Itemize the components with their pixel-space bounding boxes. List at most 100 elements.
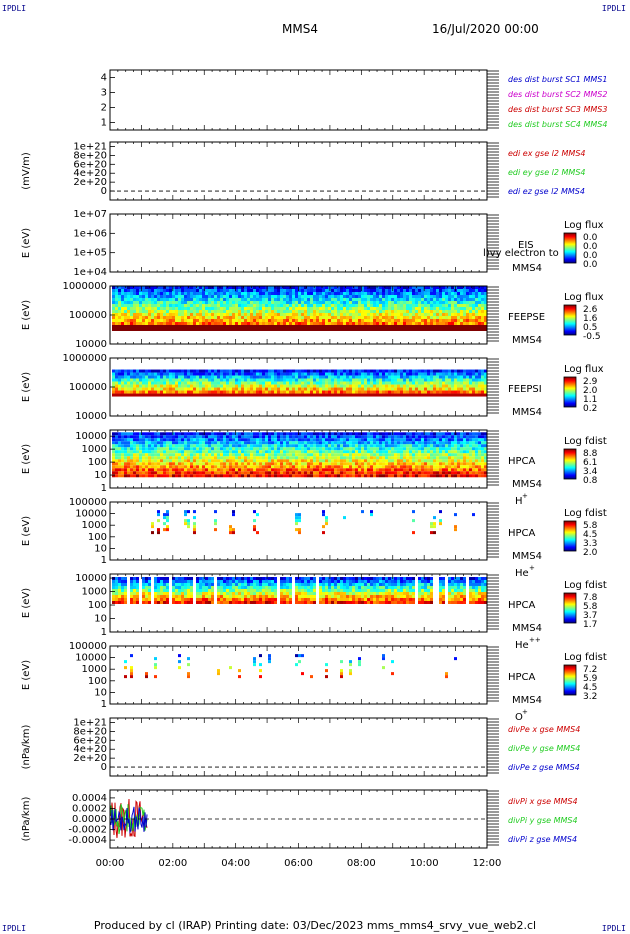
- heatmap-cell: [298, 390, 301, 394]
- heatmap-cell: [127, 387, 130, 391]
- heatmap-cell: [265, 444, 268, 448]
- heatmap-cell: [409, 289, 412, 292]
- heatmap-cell: [214, 310, 217, 313]
- heatmap-cell: [319, 328, 322, 331]
- heatmap-cell: [298, 304, 301, 307]
- heatmap-cell: [301, 307, 304, 310]
- heatmap-cell: [256, 384, 259, 388]
- heatmap-cell: [181, 450, 184, 454]
- heatmap-cell: [193, 468, 196, 472]
- heatmap-cell: [364, 447, 367, 451]
- heatmap-cell: [328, 435, 331, 439]
- heatmap-cell: [382, 319, 385, 322]
- heatmap-cell: [436, 316, 439, 319]
- heatmap-cell: [301, 474, 304, 478]
- heatmap-cell: [259, 289, 262, 292]
- heatmap-cell: [292, 465, 295, 469]
- heatmap-cell: [298, 450, 301, 454]
- heatmap-cell: [340, 328, 343, 331]
- heatmap-cell: [343, 390, 346, 394]
- heatmap-cell: [160, 301, 163, 304]
- heatmap-cell: [124, 369, 127, 373]
- heatmap-cell: [151, 286, 154, 289]
- heatmap-cell: [121, 432, 124, 436]
- heatmap-cell: [430, 372, 433, 376]
- heatmap-cell: [184, 322, 187, 325]
- heatmap-cell: [250, 292, 253, 295]
- heatmap-cell: [430, 328, 433, 331]
- heatmap-cell: [286, 286, 289, 289]
- heatmap-cell: [124, 375, 127, 379]
- heatmap-cell: [298, 298, 301, 301]
- heatmap-cell: [238, 450, 241, 454]
- heatmap-cell: [211, 450, 214, 454]
- heatmap-cell: [133, 459, 136, 463]
- heatmap-cell: [214, 432, 217, 436]
- heatmap-cell: [352, 319, 355, 322]
- heatmap-cell: [151, 369, 154, 373]
- heatmap-cell: [334, 453, 337, 457]
- heatmap-cell: [208, 462, 211, 466]
- heatmap-cell: [292, 304, 295, 307]
- heatmap-cell: [337, 456, 340, 460]
- heatmap-cell: [334, 375, 337, 379]
- heatmap-cell: [481, 319, 484, 322]
- heatmap-cell: [196, 298, 199, 301]
- heatmap-cell: [172, 465, 175, 469]
- heatmap-cell: [385, 295, 388, 298]
- heatmap-cell: [439, 313, 442, 316]
- y-tick-label: 100000: [69, 382, 107, 393]
- heatmap-cell: [328, 286, 331, 289]
- heatmap-cell: [289, 390, 292, 394]
- heatmap-cell: [337, 387, 340, 391]
- heatmap-cell: [316, 384, 319, 388]
- heatmap-cell: [226, 468, 229, 472]
- heatmap-cell: [361, 438, 364, 442]
- heatmap-cell: [148, 298, 151, 301]
- heatmap-cell: [289, 375, 292, 379]
- heatmap-cell: [289, 441, 292, 445]
- heatmap-cell: [229, 387, 232, 391]
- heatmap-cell: [220, 292, 223, 295]
- heatmap-cell: [466, 384, 469, 388]
- heatmap-cell: [169, 432, 172, 436]
- heatmap-cell: [331, 447, 334, 451]
- heatmap-cell: [202, 325, 205, 328]
- heatmap-cell: [352, 459, 355, 463]
- heatmap-cell: [370, 432, 373, 436]
- heatmap-cell: [229, 471, 232, 475]
- heatmap-cell: [436, 378, 439, 382]
- heatmap-cell: [430, 316, 433, 319]
- heatmap-cell: [286, 372, 289, 376]
- heatmap-cell: [262, 307, 265, 310]
- heatmap-cell: [115, 301, 118, 304]
- heatmap-cell: [289, 292, 292, 295]
- heatmap-cell: [199, 298, 202, 301]
- heatmap-cell: [295, 390, 298, 394]
- heatmap-cell: [388, 375, 391, 379]
- heatmap-cell: [133, 381, 136, 385]
- heatmap-cell: [142, 462, 145, 466]
- heatmap-cell: [223, 387, 226, 391]
- heatmap-cell: [334, 432, 337, 436]
- heatmap-cell: [127, 462, 130, 466]
- heatmap-cell: [322, 301, 325, 304]
- heatmap-cell: [454, 372, 457, 376]
- heatmap-cell: [115, 328, 118, 331]
- heatmap-cell: [469, 390, 472, 394]
- heatmap-cell: [430, 307, 433, 310]
- heatmap-cell: [208, 450, 211, 454]
- heatmap-cell: [208, 435, 211, 439]
- heatmap-cell: [226, 450, 229, 454]
- heatmap-cell: [403, 369, 406, 373]
- heatmap-cell: [268, 313, 271, 316]
- heatmap-cell: [115, 453, 118, 457]
- heatmap-cell: [268, 462, 271, 466]
- heatmap-cell: [460, 378, 463, 382]
- heatmap-cell: [145, 465, 148, 469]
- heatmap-cell: [259, 322, 262, 325]
- heatmap-cell: [469, 381, 472, 385]
- heatmap-cell: [340, 468, 343, 472]
- heatmap-cell: [472, 316, 475, 319]
- heatmap-cell: [352, 474, 355, 478]
